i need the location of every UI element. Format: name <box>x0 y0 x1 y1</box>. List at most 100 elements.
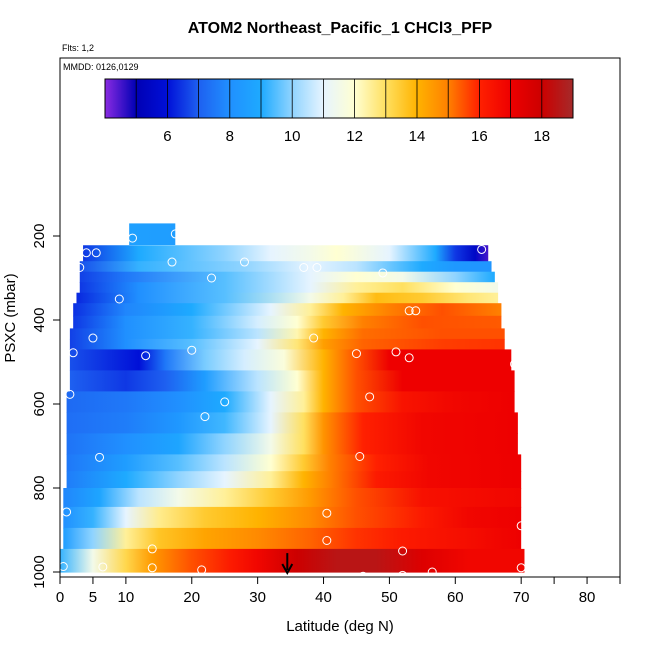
sample-point <box>309 333 319 343</box>
heatmap-row <box>76 292 499 304</box>
chart-title: ATOM2 Northeast_Pacific_1 CHCl3_PFP <box>188 20 493 37</box>
heatmap-row <box>66 471 522 489</box>
sample-point <box>398 570 408 580</box>
colorbar: 6 8 10 12 14 16 18 <box>104 78 574 145</box>
arrow-head <box>281 563 294 576</box>
colorbar-gradient <box>104 78 574 119</box>
x-tick-label: 5 <box>89 589 97 606</box>
x-tick-label: 30 <box>249 589 266 606</box>
sample-point <box>404 306 414 316</box>
plot-frame <box>59 57 621 578</box>
sample-point <box>516 563 526 573</box>
sample-point <box>65 389 75 399</box>
heatmap-row <box>66 454 522 472</box>
sample-point <box>58 562 68 572</box>
sample-point <box>170 229 180 239</box>
heatmap-row <box>66 412 518 434</box>
x-tick-label: 20 <box>183 589 200 606</box>
sample-point <box>378 268 388 278</box>
x-tick-label: 50 <box>381 589 398 606</box>
sample-point <box>62 507 72 517</box>
y-tick-label: 800 <box>31 475 48 500</box>
heatmap-row <box>83 245 489 262</box>
sample-point <box>81 248 91 258</box>
sample-point <box>391 347 401 357</box>
sample-point <box>365 392 375 402</box>
sample-point <box>88 333 98 343</box>
sample-point <box>355 452 365 461</box>
sample-point <box>114 294 124 304</box>
y-tick-label: 1000 <box>31 555 48 588</box>
sample-point <box>95 452 105 462</box>
y-tick-label: 200 <box>31 223 48 248</box>
heatmap-row <box>60 548 525 573</box>
heatmap-cells <box>60 223 525 573</box>
sample-point <box>147 544 157 554</box>
heatmap-row <box>79 261 492 273</box>
heatmap-row <box>66 391 515 413</box>
sample-markers <box>58 229 526 581</box>
sample-point <box>207 273 217 283</box>
heatmap-row <box>69 328 505 340</box>
sample-point <box>510 359 520 369</box>
x-tick-label: 60 <box>447 589 464 606</box>
heatmap-row <box>69 370 515 392</box>
sample-point <box>322 508 332 518</box>
sample-point <box>127 233 137 243</box>
sample-point <box>404 353 414 363</box>
sample-point <box>91 248 101 258</box>
colorbar-tick-label: 6 <box>163 128 171 145</box>
sample-point <box>427 567 437 577</box>
y-tick-label: 400 <box>31 307 48 332</box>
sample-point <box>358 571 368 581</box>
location-arrow <box>281 553 294 576</box>
sample-point <box>312 263 322 272</box>
heatmap-row <box>63 527 522 550</box>
sample-point <box>516 521 526 531</box>
heatmap-row <box>129 223 176 245</box>
colorbar-tick-label: 10 <box>284 128 301 145</box>
sample-point <box>147 563 157 573</box>
heatmap-row <box>69 338 505 350</box>
flights-note: Flts: 1,2 <box>62 43 94 53</box>
sample-point <box>299 263 309 272</box>
sample-point <box>239 257 249 267</box>
y-tick-label: 600 <box>31 391 48 416</box>
heatmap-row <box>66 433 518 455</box>
x-tick-label: 10 <box>118 589 135 606</box>
colorbar-tick-label: 8 <box>226 128 234 145</box>
heatmap-row <box>63 506 522 529</box>
colorbar-tick-label: 16 <box>471 128 488 145</box>
x-axis: 0 5 10 20 30 40 50 60 70 80 <box>56 577 621 606</box>
sample-point <box>398 546 408 556</box>
x-tick-label: 80 <box>579 589 596 606</box>
sample-point <box>167 257 177 267</box>
heatmap-row <box>79 282 499 294</box>
colorbar-tick-label: 14 <box>409 128 426 145</box>
sample-point <box>351 349 361 359</box>
sample-point <box>68 348 78 358</box>
heatmap-row <box>79 271 495 283</box>
x-tick-label: 40 <box>315 589 332 606</box>
x-tick-label: 70 <box>513 589 530 606</box>
sample-point <box>477 244 487 254</box>
sample-point <box>197 565 207 575</box>
x-axis-label: Latitude (deg N) <box>286 618 394 635</box>
heatmap-row <box>73 303 502 317</box>
sample-point <box>75 263 85 272</box>
sample-point <box>200 412 210 422</box>
colorbar-tick-label: 12 <box>346 128 363 145</box>
dates-note: MMDD: 0126,0129 <box>63 62 139 72</box>
sample-point <box>98 562 108 572</box>
y-axis: 200 400 600 800 1000 <box>31 223 60 589</box>
sample-point <box>187 345 197 355</box>
heatmap-row <box>73 315 502 329</box>
x-tick-label: 0 <box>56 589 64 606</box>
sample-point <box>322 536 332 545</box>
heatmap-row <box>69 349 512 371</box>
sample-point <box>220 397 230 407</box>
sample-point <box>411 306 421 316</box>
sample-point <box>141 351 151 361</box>
y-axis-label: PSXC (mbar) <box>2 273 19 362</box>
